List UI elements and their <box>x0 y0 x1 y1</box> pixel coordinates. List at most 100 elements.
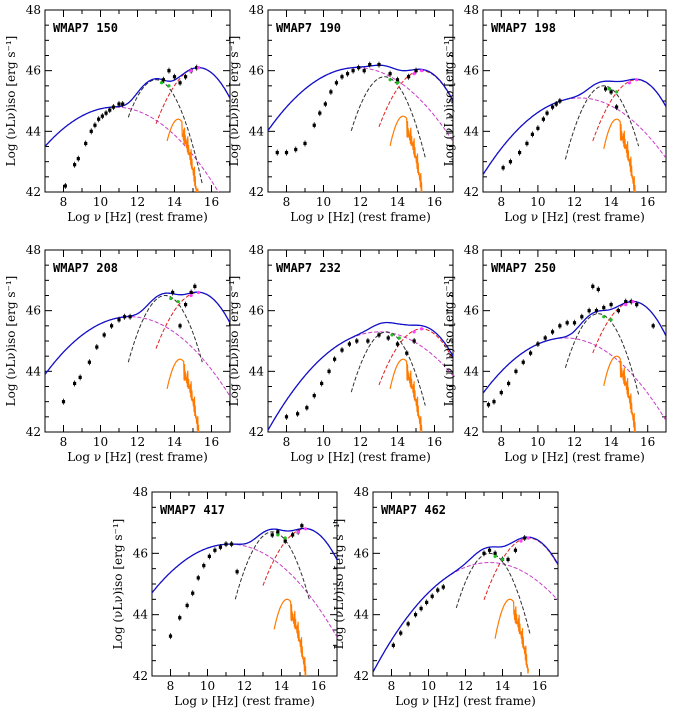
y-axis-label: Log (νLν)iso [erg s⁻¹] <box>4 276 18 407</box>
y-tick-label: 48 <box>133 485 148 499</box>
panel-2: 8 10 12 14 16 42 44 46 48 Log ν [Hz] (rest frame)… <box>227 3 454 224</box>
synchrotron-curve <box>268 67 453 142</box>
x-tick-label: 14 <box>167 195 183 209</box>
accent-point <box>419 327 424 331</box>
x-tick-label: 10 <box>93 435 108 449</box>
y-tick-label: 42 <box>464 185 479 199</box>
y-tick-label: 44 <box>464 124 480 138</box>
x-tick-label: 8 <box>388 679 396 693</box>
accent-point <box>283 536 287 540</box>
x-tick-label: 8 <box>283 195 291 209</box>
accent-point <box>607 87 611 91</box>
panel-1: 8 10 12 14 16 42 44 46 48 Log ν [Hz] (rest frame)… <box>4 3 231 224</box>
y-tick-label: 48 <box>26 3 41 17</box>
panel-title: WMAP7 232 <box>276 261 341 275</box>
y-tick-label: 46 <box>464 64 479 78</box>
y-tick-label: 46 <box>133 546 148 560</box>
x-axis-label: Log ν [Hz] (rest frame) <box>504 210 645 224</box>
plot-frame <box>151 491 338 677</box>
x-tick-label: 16 <box>640 195 655 209</box>
y-tick-label: 46 <box>26 64 41 78</box>
x-tick-label: 10 <box>93 195 108 209</box>
host-galaxy-curve <box>494 598 529 674</box>
x-tick-label: 14 <box>274 679 290 693</box>
x-tick-label: 8 <box>497 435 505 449</box>
panel-5: 8 10 12 14 16 42 44 46 48 Log ν [Hz] (rest frame)… <box>227 243 454 464</box>
x-tick-label: 10 <box>316 195 331 209</box>
panel-4: 8 10 12 14 16 42 44 46 48 Log ν [Hz] (rest frame)… <box>4 243 231 464</box>
x-axis-label: Log ν [Hz] (rest frame) <box>67 210 208 224</box>
total-model-curve <box>373 536 558 673</box>
plot-area <box>483 78 666 192</box>
y-tick-label: 44 <box>26 124 42 138</box>
x-tick-label: 12 <box>237 679 252 693</box>
y-tick-label: 48 <box>464 243 479 257</box>
accent-point <box>419 69 424 73</box>
synchrotron-curve <box>268 331 453 431</box>
disk-curve <box>262 528 337 586</box>
plot-frame <box>372 491 559 677</box>
x-tick-label: 10 <box>530 435 545 449</box>
accent-point <box>189 69 193 73</box>
y-tick-label: 44 <box>26 364 42 378</box>
y-axis-label: Log (νLν)iso [erg s⁻¹] <box>111 519 125 650</box>
x-tick-label: 16 <box>427 195 442 209</box>
x-tick-label: 12 <box>353 195 368 209</box>
y-tick-label: 42 <box>26 425 41 439</box>
y-tick-label: 44 <box>354 608 370 622</box>
x-tick-label: 10 <box>530 195 545 209</box>
panel-title: WMAP7 198 <box>491 21 556 35</box>
plot-area <box>483 283 666 432</box>
total-model-curve <box>268 64 453 131</box>
x-tick-label: 12 <box>567 435 582 449</box>
accent-point <box>631 299 635 304</box>
plot-area <box>373 535 558 674</box>
accent-point <box>296 530 300 534</box>
x-axis-label: Log ν [Hz] (rest frame) <box>290 450 431 464</box>
x-tick-label: 12 <box>130 195 145 209</box>
y-tick-label: 48 <box>249 3 264 17</box>
x-tick-label: 12 <box>353 435 368 449</box>
accent-point <box>276 533 280 537</box>
accent-point <box>196 290 201 295</box>
torus-curve <box>564 313 640 395</box>
y-tick-label: 44 <box>249 124 265 138</box>
host-galaxy-curve <box>166 118 199 192</box>
panel-title: WMAP7 250 <box>491 261 556 275</box>
panel-7: 8 10 12 14 16 42 44 46 48 Log ν [Hz] (rest frame)… <box>111 485 338 708</box>
x-tick-label: 12 <box>567 195 582 209</box>
x-tick-label: 8 <box>497 195 505 209</box>
panel-6: 8 10 12 14 16 42 44 46 48 Log ν [Hz] (rest frame)… <box>442 243 667 464</box>
y-axis-label: Log (νLν)iso [erg s⁻¹] <box>442 276 456 407</box>
x-tick-label: 14 <box>390 195 406 209</box>
disk-curve <box>155 67 230 124</box>
total-model-curve <box>152 527 337 594</box>
x-tick-label: 16 <box>532 679 547 693</box>
plot-area <box>45 283 230 432</box>
accent-point <box>388 78 392 82</box>
torus-curve <box>234 531 310 600</box>
x-tick-label: 16 <box>427 435 442 449</box>
x-tick-label: 14 <box>603 195 619 209</box>
accent-point <box>614 90 619 94</box>
plot-area <box>45 64 230 192</box>
y-axis-label: Log (νLν)iso [erg s⁻¹] <box>227 36 241 167</box>
accent-point <box>303 527 308 531</box>
x-tick-label: 12 <box>458 679 473 693</box>
plot-area <box>152 522 337 676</box>
x-axis-label: Log ν [Hz] (rest frame) <box>174 694 315 708</box>
accent-point <box>395 81 400 85</box>
y-tick-label: 44 <box>464 364 480 378</box>
y-tick-label: 46 <box>464 304 479 318</box>
host-galaxy-curve <box>389 358 423 432</box>
x-tick-label: 14 <box>495 679 511 693</box>
plot-frame <box>482 249 667 433</box>
y-tick-label: 42 <box>26 185 41 199</box>
plot-area <box>268 321 453 432</box>
y-tick-label: 46 <box>249 304 264 318</box>
torus-curve <box>127 295 203 363</box>
x-tick-label: 16 <box>204 435 219 449</box>
y-tick-label: 48 <box>249 243 264 257</box>
